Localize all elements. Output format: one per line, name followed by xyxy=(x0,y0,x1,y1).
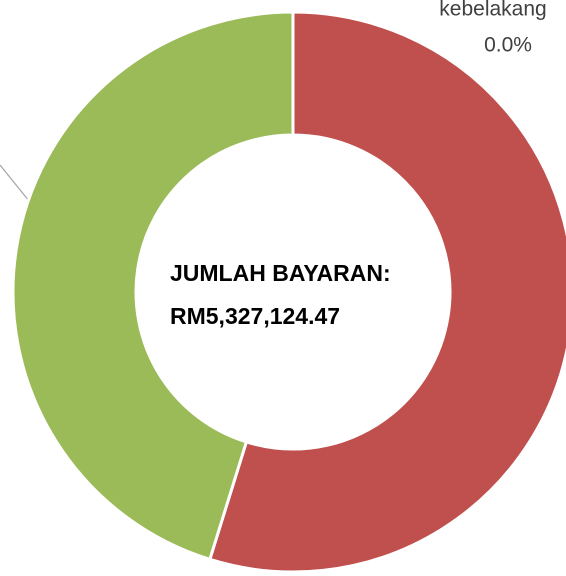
donut-slice xyxy=(207,10,566,574)
slices xyxy=(11,10,566,574)
slice-value-label: 0.0% xyxy=(484,34,532,57)
slice-label: kebelakang xyxy=(439,0,546,21)
donut-slice xyxy=(11,10,295,562)
center-title: JUMLAH BAYARAN: xyxy=(170,260,391,286)
center-value: RM5,327,124.47 xyxy=(170,303,340,329)
